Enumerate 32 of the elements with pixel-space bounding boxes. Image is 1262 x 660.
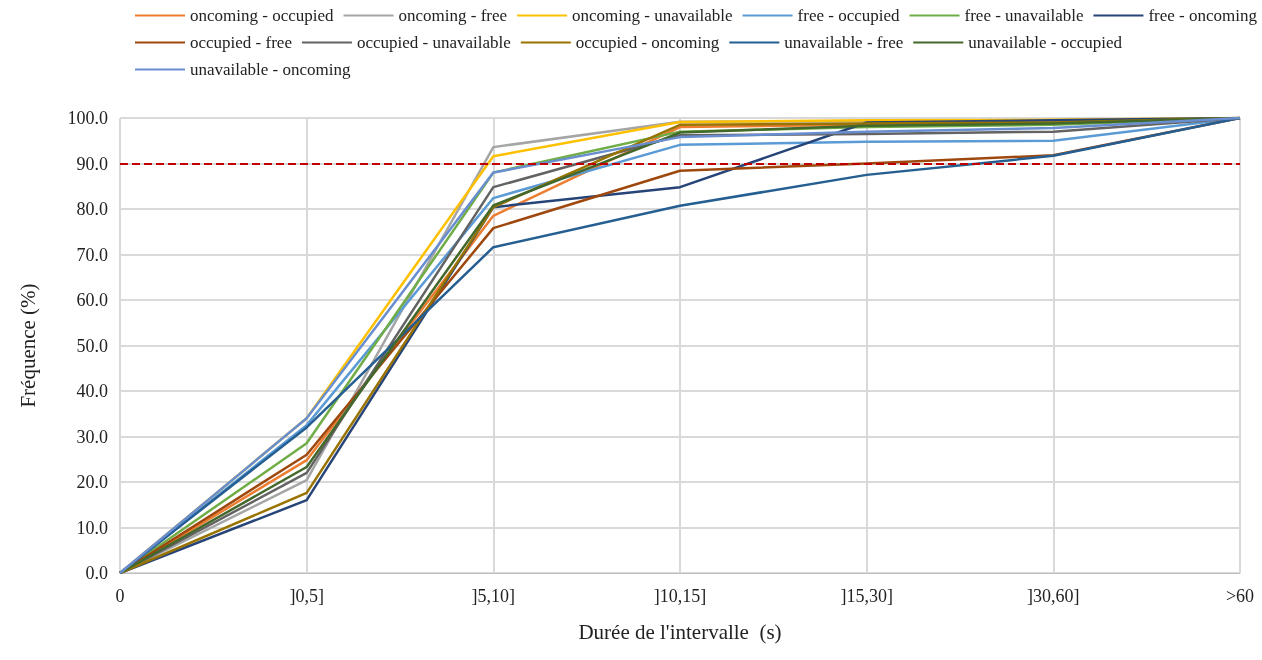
legend-label: occupied - oncoming xyxy=(575,33,720,52)
legend-label: unavailable - free xyxy=(784,33,904,52)
x-tick-label: ]30,60] xyxy=(1027,586,1080,606)
x-tick-label: ]0,5] xyxy=(289,586,324,606)
y-tick-label: 10.0 xyxy=(76,517,108,538)
legend-label: occupied - free xyxy=(190,33,292,52)
legend-label: free - unavailable xyxy=(964,6,1084,25)
y-tick-label: 30.0 xyxy=(76,426,108,447)
y-tick-label: 20.0 xyxy=(76,472,108,492)
legend-label: oncoming - occupied xyxy=(190,6,335,25)
y-tick-label: 100.0 xyxy=(67,108,108,128)
legend-label: oncoming - unavailable xyxy=(572,6,733,25)
x-axis-title: Durée de l'intervalle (s) xyxy=(578,619,782,644)
x-tick-label: >60 xyxy=(1225,586,1255,606)
y-tick-label: 0.0 xyxy=(85,563,108,583)
y-axis-title: Fréquence (%) xyxy=(15,283,40,408)
legend-label: free - occupied xyxy=(797,6,901,25)
legend-label: free - oncoming xyxy=(1148,6,1258,25)
y-tick-label: 90.0 xyxy=(76,153,108,174)
y-tick-label: 40.0 xyxy=(76,381,108,401)
y-tick-label: 70.0 xyxy=(76,244,108,265)
x-tick-label: ]5,10] xyxy=(471,586,516,606)
x-tick-label: ]10,15] xyxy=(653,586,707,606)
y-tick-label: 80.0 xyxy=(76,199,108,219)
legend-label: occupied - unavailable xyxy=(356,33,511,52)
legend-label: unavailable - occupied xyxy=(968,33,1123,52)
x-tick-label: ]15,30] xyxy=(840,586,893,606)
legend-label: unavailable - oncoming xyxy=(190,60,351,79)
y-tick-label: 50.0 xyxy=(76,335,108,356)
x-tick-label: 0 xyxy=(115,586,125,606)
y-tick-label: 60.0 xyxy=(76,290,108,310)
legend-label: oncoming - free xyxy=(398,6,508,25)
